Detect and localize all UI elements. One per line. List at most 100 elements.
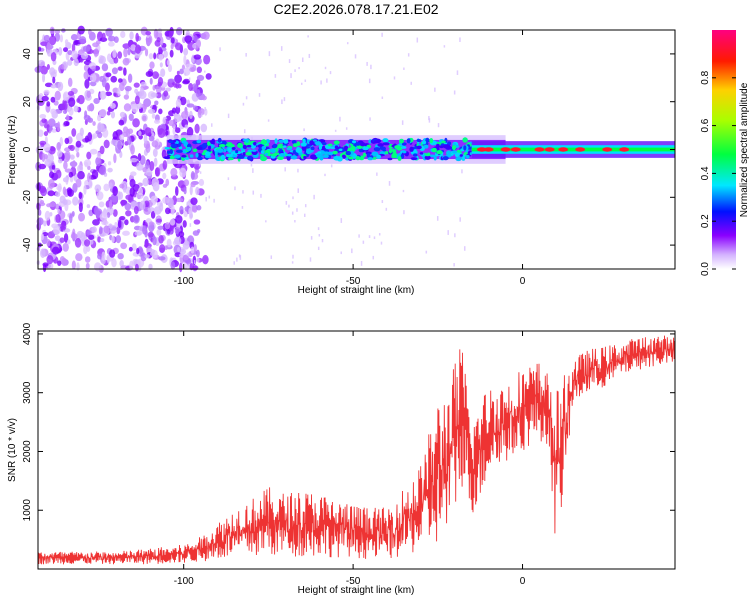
noise-speck	[88, 234, 95, 240]
noise-speck	[198, 178, 205, 187]
faint-speck	[339, 116, 341, 122]
noise-speck	[57, 121, 61, 132]
noise-speck	[184, 124, 189, 129]
noise-speck	[122, 57, 130, 66]
noise-speck	[78, 212, 85, 222]
noise-speck	[195, 186, 200, 196]
noise-speck	[46, 238, 51, 247]
colorbar-tick-label: 0.2	[700, 214, 711, 228]
faint-speck	[245, 96, 248, 100]
noise-speck	[101, 77, 107, 88]
band-blob	[382, 138, 389, 143]
band-blob	[264, 149, 271, 154]
faint-speck	[304, 213, 306, 217]
noise-speck	[164, 222, 171, 230]
noise-speck	[182, 240, 190, 250]
noise-speck	[103, 183, 110, 192]
band-blob	[397, 156, 402, 161]
noise-speck	[41, 118, 47, 124]
noise-speck	[147, 231, 154, 238]
noise-speck	[156, 218, 162, 223]
band-blob	[286, 147, 293, 151]
band-blob	[189, 154, 194, 158]
band-blob	[253, 141, 257, 146]
noise-speck	[62, 100, 68, 111]
noise-speck	[92, 121, 96, 126]
noise-speck	[48, 171, 55, 179]
band-blob	[338, 148, 343, 151]
noise-speck	[150, 195, 158, 204]
faint-speck	[294, 69, 296, 72]
band-blob	[242, 151, 246, 156]
noise-speck	[128, 113, 134, 121]
noise-speck	[62, 186, 67, 196]
noise-speck	[179, 167, 187, 178]
band-blob	[185, 146, 192, 152]
band-blob	[286, 156, 291, 161]
band-blob	[327, 151, 334, 156]
noise-speck	[183, 187, 187, 195]
noise-speck	[157, 28, 163, 34]
band-blob	[373, 140, 379, 144]
noise-speck	[87, 104, 92, 112]
noise-speck	[62, 199, 68, 205]
faint-speck	[243, 129, 246, 134]
band-blob	[333, 140, 340, 145]
faint-speck	[403, 67, 405, 70]
noise-speck	[154, 100, 159, 106]
faint-speck	[310, 236, 313, 240]
band-blob	[416, 145, 422, 150]
noise-speck	[142, 225, 148, 235]
noise-speck	[46, 64, 50, 70]
noise-speck	[160, 68, 166, 77]
noise-speck	[67, 189, 74, 197]
noise-speck	[86, 151, 92, 160]
faint-speck	[298, 67, 300, 70]
noise-speck	[117, 252, 124, 260]
band-blob	[302, 138, 306, 144]
band-blob	[291, 139, 297, 145]
noise-speck	[77, 164, 84, 173]
band-blob	[462, 137, 468, 143]
noise-speck	[123, 67, 127, 76]
faint-speck	[300, 82, 303, 85]
noise-speck	[91, 226, 97, 233]
noise-speck	[149, 160, 155, 171]
noise-speck	[51, 128, 58, 133]
spectrogram-xtick-label: -100	[174, 276, 194, 287]
noise-speck	[166, 59, 170, 66]
noise-speck	[143, 103, 148, 110]
noise-speck	[190, 246, 195, 254]
faint-speck	[351, 248, 353, 254]
noise-speck	[68, 97, 76, 108]
faint-speck	[324, 66, 327, 70]
band-blob	[290, 155, 298, 160]
noise-speck	[138, 90, 147, 100]
noise-speck	[78, 202, 83, 213]
noise-speck	[40, 233, 44, 241]
spectrogram-x-ticks: -100 -50 0	[174, 30, 526, 287]
faint-speck	[267, 119, 270, 122]
noise-speck	[127, 128, 134, 135]
noise-speck	[202, 31, 210, 40]
noise-speck	[119, 183, 125, 189]
noise-speck	[83, 71, 89, 80]
noise-speck	[112, 87, 119, 94]
snr-frame	[37, 330, 676, 570]
band-blob	[237, 142, 243, 149]
band-blob	[334, 145, 339, 149]
noise-speck	[172, 127, 176, 136]
noise-speck	[42, 262, 49, 267]
noise-speck	[41, 95, 49, 102]
band-blob	[277, 143, 284, 149]
band-blob	[310, 146, 315, 151]
noise-speck	[88, 179, 93, 189]
faint-speck	[208, 195, 211, 199]
noise-speck	[193, 34, 198, 42]
noise-speck	[175, 215, 183, 224]
noise-speck	[60, 221, 67, 231]
noise-speck	[155, 31, 163, 39]
band-blob	[295, 147, 303, 154]
noise-speck	[196, 229, 201, 234]
